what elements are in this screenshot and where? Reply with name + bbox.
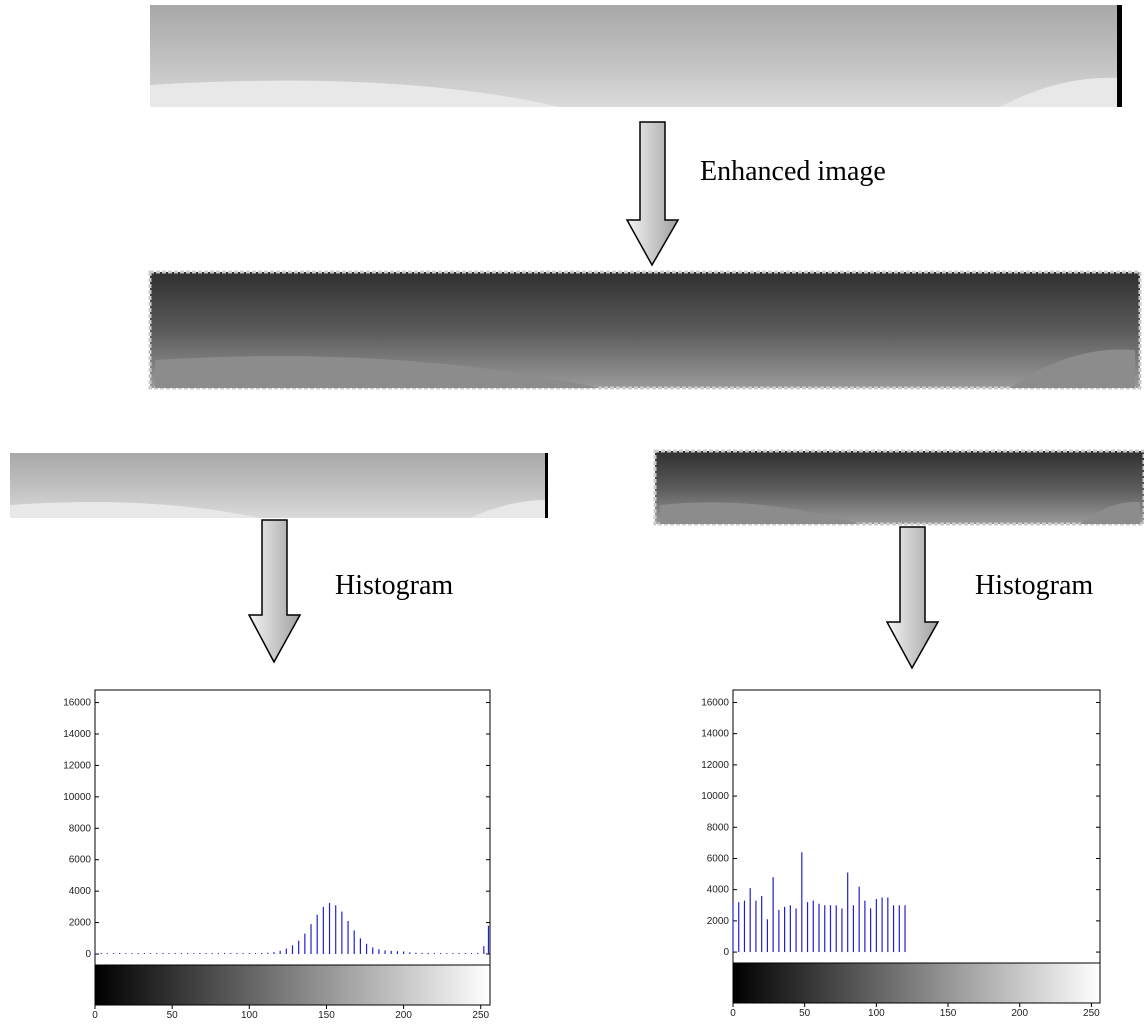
x-tick-label: 100 <box>868 1008 885 1019</box>
y-tick-label: 10000 <box>63 792 91 803</box>
histogram-chart: 0 2000 4000 6000 8000 10000 12000 14000 16000 0 50… <box>63 690 490 1021</box>
figure: Enhanced image Histogram Histogram 02000… <box>0 0 1144 1033</box>
y-tick-label: 6000 <box>707 853 730 864</box>
x-tick-label: 100 <box>241 1010 258 1021</box>
x-tick-label: 250 <box>1083 1008 1100 1019</box>
y-tick-label: 14000 <box>63 729 91 740</box>
y-tick-label: 16000 <box>701 697 729 708</box>
x-tick-label: 150 <box>318 1010 335 1021</box>
x-tick-label: 150 <box>940 1008 957 1019</box>
y-tick-label: 2000 <box>69 918 92 929</box>
original-image-small <box>10 453 548 518</box>
plot-area <box>95 690 490 965</box>
y-tick-label: 2000 <box>707 916 730 927</box>
y-tick-label: 4000 <box>69 886 92 897</box>
x-tick-label: 0 <box>730 1008 736 1019</box>
x-tick-label: 50 <box>799 1008 811 1019</box>
x-tick-label: 200 <box>395 1010 412 1021</box>
plot-area <box>733 690 1100 963</box>
annotation: Histogram <box>975 570 1093 601</box>
enhanced-image-small <box>655 451 1144 524</box>
annotation: Histogram <box>335 570 453 601</box>
y-tick-label: 12000 <box>701 760 729 771</box>
y-tick-label: 12000 <box>63 760 91 771</box>
y-tick-label: 8000 <box>69 823 92 834</box>
y-tick-label: 8000 <box>707 822 730 833</box>
x-tick-label: 50 <box>167 1010 179 1021</box>
y-tick-label: 14000 <box>701 729 729 740</box>
colorbar <box>733 963 1100 1003</box>
x-tick-label: 0 <box>92 1010 98 1021</box>
y-tick-label: 10000 <box>701 791 729 802</box>
arrow <box>627 122 678 265</box>
colorbar <box>95 965 490 1005</box>
arrow <box>249 520 300 662</box>
y-tick-label: 4000 <box>707 885 730 896</box>
y-tick-label: 0 <box>85 949 91 960</box>
annotation: Enhanced image <box>700 156 886 187</box>
enhanced-image <box>150 272 1140 388</box>
y-tick-label: 6000 <box>69 855 92 866</box>
x-tick-label: 200 <box>1011 1008 1028 1019</box>
histogram-chart: 0 2000 4000 6000 8000 10000 12000 14000 16000 0 50… <box>701 690 1100 1019</box>
original-image <box>150 5 1122 107</box>
x-tick-label: 250 <box>472 1010 489 1021</box>
y-tick-label: 0 <box>723 947 729 958</box>
y-tick-label: 16000 <box>63 698 91 709</box>
arrow <box>887 527 938 668</box>
